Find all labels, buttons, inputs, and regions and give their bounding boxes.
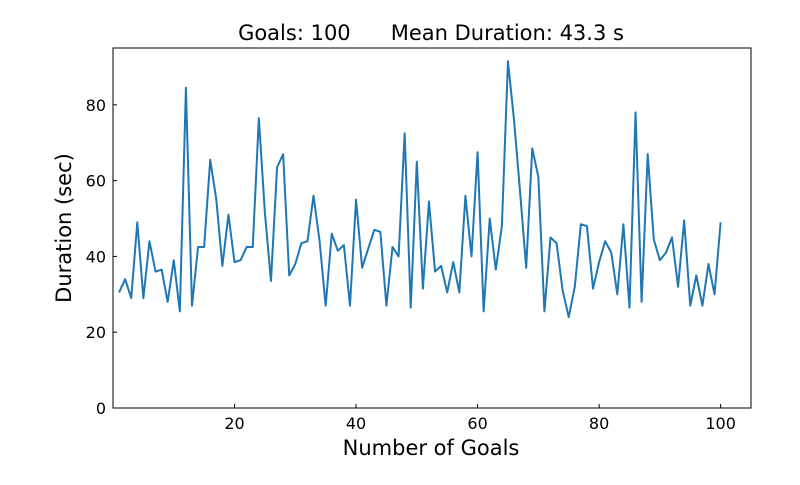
plot-frame	[112, 47, 752, 409]
x-axis-label: Number of Goals	[343, 436, 520, 460]
x-tick-label: 20	[224, 414, 244, 433]
y-tick-label: 40	[86, 247, 106, 266]
y-tick-label: 20	[86, 323, 106, 342]
chart-title: Goals: 100 Mean Duration: 43.3 s	[238, 21, 624, 45]
x-tick-label: 60	[467, 414, 487, 433]
x-tick-label: 100	[705, 414, 736, 433]
y-tick-label: 0	[96, 399, 106, 418]
plot-area	[118, 60, 722, 319]
y-axis-label: Duration (sec)	[52, 153, 76, 303]
x-tick-label: 40	[346, 414, 366, 433]
y-tick-label: 60	[86, 172, 106, 191]
axis-ticks: 20 40 60 80 100 0 20 40 60 80	[86, 96, 736, 433]
y-tick-label: 80	[86, 96, 106, 115]
series-line-0	[118, 60, 722, 319]
x-tick-label: 80	[589, 414, 609, 433]
